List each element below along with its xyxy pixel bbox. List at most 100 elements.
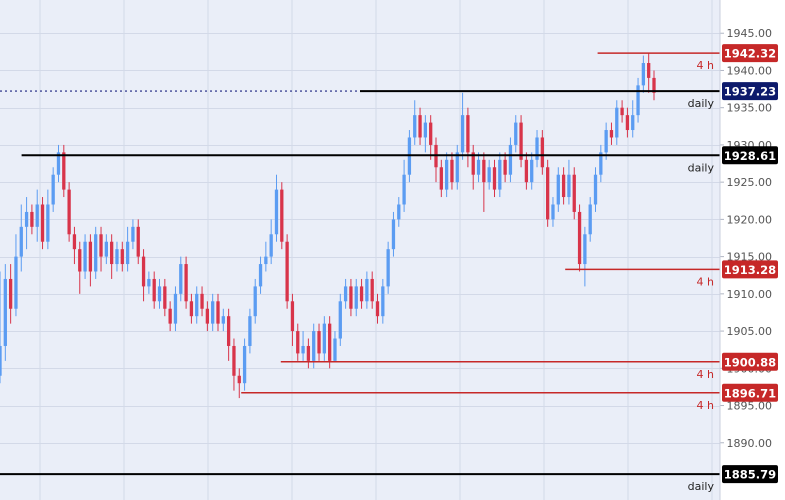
bullish-candle	[221, 308, 225, 332]
candle-body	[636, 85, 640, 116]
bearish-candle	[62, 144, 66, 198]
candle-body	[301, 345, 305, 354]
bearish-candle	[540, 130, 544, 175]
bullish-candle	[354, 278, 358, 317]
bullish-candle	[476, 152, 481, 183]
candle-body	[365, 278, 369, 302]
candle-body	[561, 174, 566, 198]
price-tag-label: 1896.71	[724, 386, 776, 400]
bullish-candle	[333, 331, 337, 361]
candle-body	[322, 323, 326, 354]
candle-body	[195, 293, 199, 317]
bearish-candle	[375, 293, 380, 324]
candle-body	[375, 301, 380, 317]
price-tag	[722, 352, 778, 371]
candle-body	[40, 204, 45, 242]
candle-body	[381, 286, 385, 317]
candle-body	[157, 286, 162, 302]
candle-body	[248, 316, 252, 346]
candle-body	[354, 286, 358, 309]
candle-body	[312, 331, 316, 361]
candle-body	[476, 159, 481, 175]
candle-body	[439, 167, 443, 190]
bearish-candle	[120, 241, 124, 272]
bullish-candle	[535, 130, 539, 168]
bullish-candle	[508, 137, 513, 183]
bullish-candle	[455, 144, 459, 190]
candle-body	[179, 264, 183, 294]
candle-body	[514, 122, 518, 145]
candle-body	[152, 278, 156, 302]
timeframe-label: 4 h	[697, 368, 714, 381]
bearish-candle	[492, 159, 497, 198]
bullish-candle	[3, 264, 7, 361]
bullish-candle	[551, 197, 555, 227]
candle-body	[290, 301, 295, 332]
price-tag-label: 1928.61	[724, 149, 776, 163]
candle-body	[519, 122, 523, 160]
y-tick-label: 1935.00	[727, 102, 773, 115]
candle-body	[269, 234, 273, 257]
candle-body	[184, 264, 188, 302]
bullish-candle	[641, 55, 646, 93]
bullish-candle	[274, 174, 279, 242]
bullish-candle	[115, 241, 119, 272]
candle-body	[530, 159, 534, 183]
candle-body	[221, 316, 225, 324]
candle-body	[56, 152, 61, 175]
candle-body	[540, 137, 544, 168]
candle-body	[397, 204, 401, 220]
bullish-candle	[530, 152, 534, 190]
bearish-candle	[280, 182, 284, 250]
bearish-candle	[296, 323, 300, 361]
candle-body	[274, 189, 279, 235]
bearish-candle	[205, 301, 210, 332]
candle-body	[147, 278, 151, 287]
candle-body	[343, 286, 348, 302]
bullish-candle	[322, 316, 326, 361]
bearish-candle	[78, 241, 82, 294]
bullish-candle	[301, 331, 305, 361]
bearish-candle	[237, 368, 241, 399]
candle-body	[482, 159, 486, 183]
candle-body	[125, 241, 130, 265]
y-tick-label: 1950.00	[727, 0, 773, 3]
bullish-candle	[343, 278, 348, 309]
candle-body	[556, 174, 560, 205]
y-tick-label: 1890.00	[727, 437, 773, 450]
candle-body	[104, 241, 108, 257]
candle-body	[391, 219, 396, 250]
bullish-candle	[338, 293, 342, 346]
bullish-candle	[460, 92, 465, 160]
bearish-candle	[418, 107, 422, 145]
candle-body	[115, 249, 119, 265]
candle-body	[413, 115, 417, 138]
bearish-candle	[625, 107, 630, 138]
candle-body	[83, 241, 87, 272]
candle-body	[583, 234, 587, 265]
bullish-candle	[46, 189, 50, 250]
price-tag	[722, 44, 778, 63]
candle-body	[460, 115, 465, 153]
bearish-candle	[429, 115, 433, 160]
candle-body	[535, 137, 539, 160]
candle-body	[524, 159, 529, 183]
bullish-candle	[604, 122, 608, 160]
candle-body	[599, 152, 603, 175]
candle-body	[51, 174, 55, 205]
candle-body	[280, 189, 284, 242]
price-tag-label: 1885.79	[724, 468, 776, 482]
bullish-candle	[173, 286, 178, 332]
candle-body	[216, 301, 220, 324]
bearish-candle	[232, 338, 236, 391]
bullish-candle	[258, 256, 263, 294]
y-tick-label: 1945.00	[727, 27, 773, 40]
candle-body	[487, 167, 491, 183]
bullish-candle	[14, 234, 18, 317]
candle-body	[232, 345, 236, 376]
candle-body	[471, 152, 475, 175]
bullish-candle	[599, 144, 603, 183]
candle-body	[72, 234, 77, 250]
